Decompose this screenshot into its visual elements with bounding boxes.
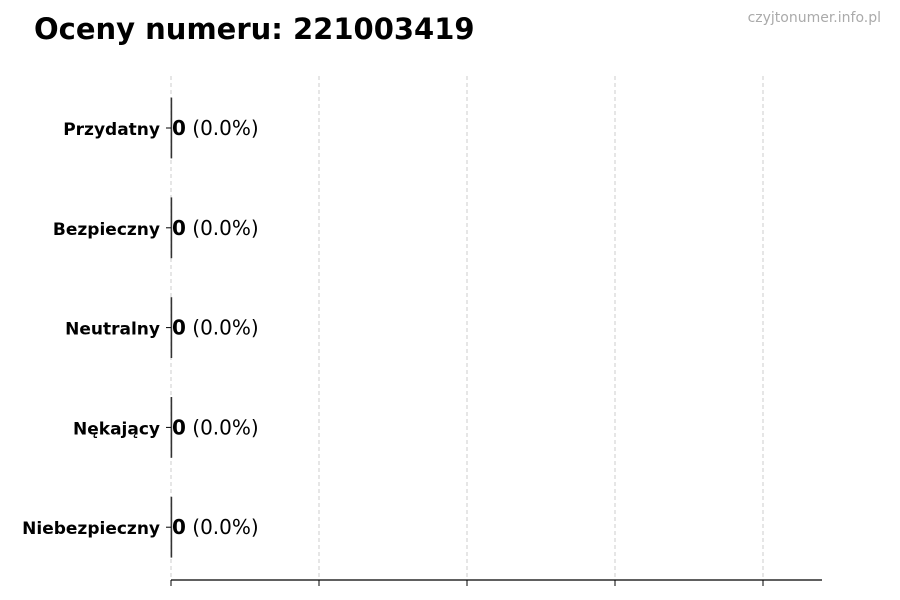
category-label: Przydatny	[63, 120, 160, 140]
data-label-count: 0	[172, 515, 186, 539]
category-label: Nękający	[73, 419, 160, 439]
data-label-count: 0	[172, 216, 186, 240]
category-label: Neutralny	[65, 320, 160, 340]
data-label: 0 (0.0%)	[172, 415, 259, 439]
data-label-count: 0	[172, 316, 186, 340]
chart-title: Oceny numeru: 221003419	[34, 12, 475, 46]
category-label: Bezpieczny	[53, 220, 160, 240]
data-label-percent: (0.0%)	[186, 116, 259, 140]
watermark: czyjtonumer.info.pl	[747, 10, 881, 26]
category-label: Niebezpieczny	[22, 519, 160, 539]
data-label: 0 (0.0%)	[172, 116, 259, 140]
data-label-percent: (0.0%)	[186, 515, 259, 539]
data-label-count: 0	[172, 116, 186, 140]
data-label: 0 (0.0%)	[172, 216, 259, 240]
data-label-count: 0	[172, 415, 186, 439]
data-label-percent: (0.0%)	[186, 216, 259, 240]
data-label: 0 (0.0%)	[172, 316, 259, 340]
data-label-percent: (0.0%)	[186, 415, 259, 439]
data-label-percent: (0.0%)	[186, 316, 259, 340]
data-label: 0 (0.0%)	[172, 515, 259, 539]
